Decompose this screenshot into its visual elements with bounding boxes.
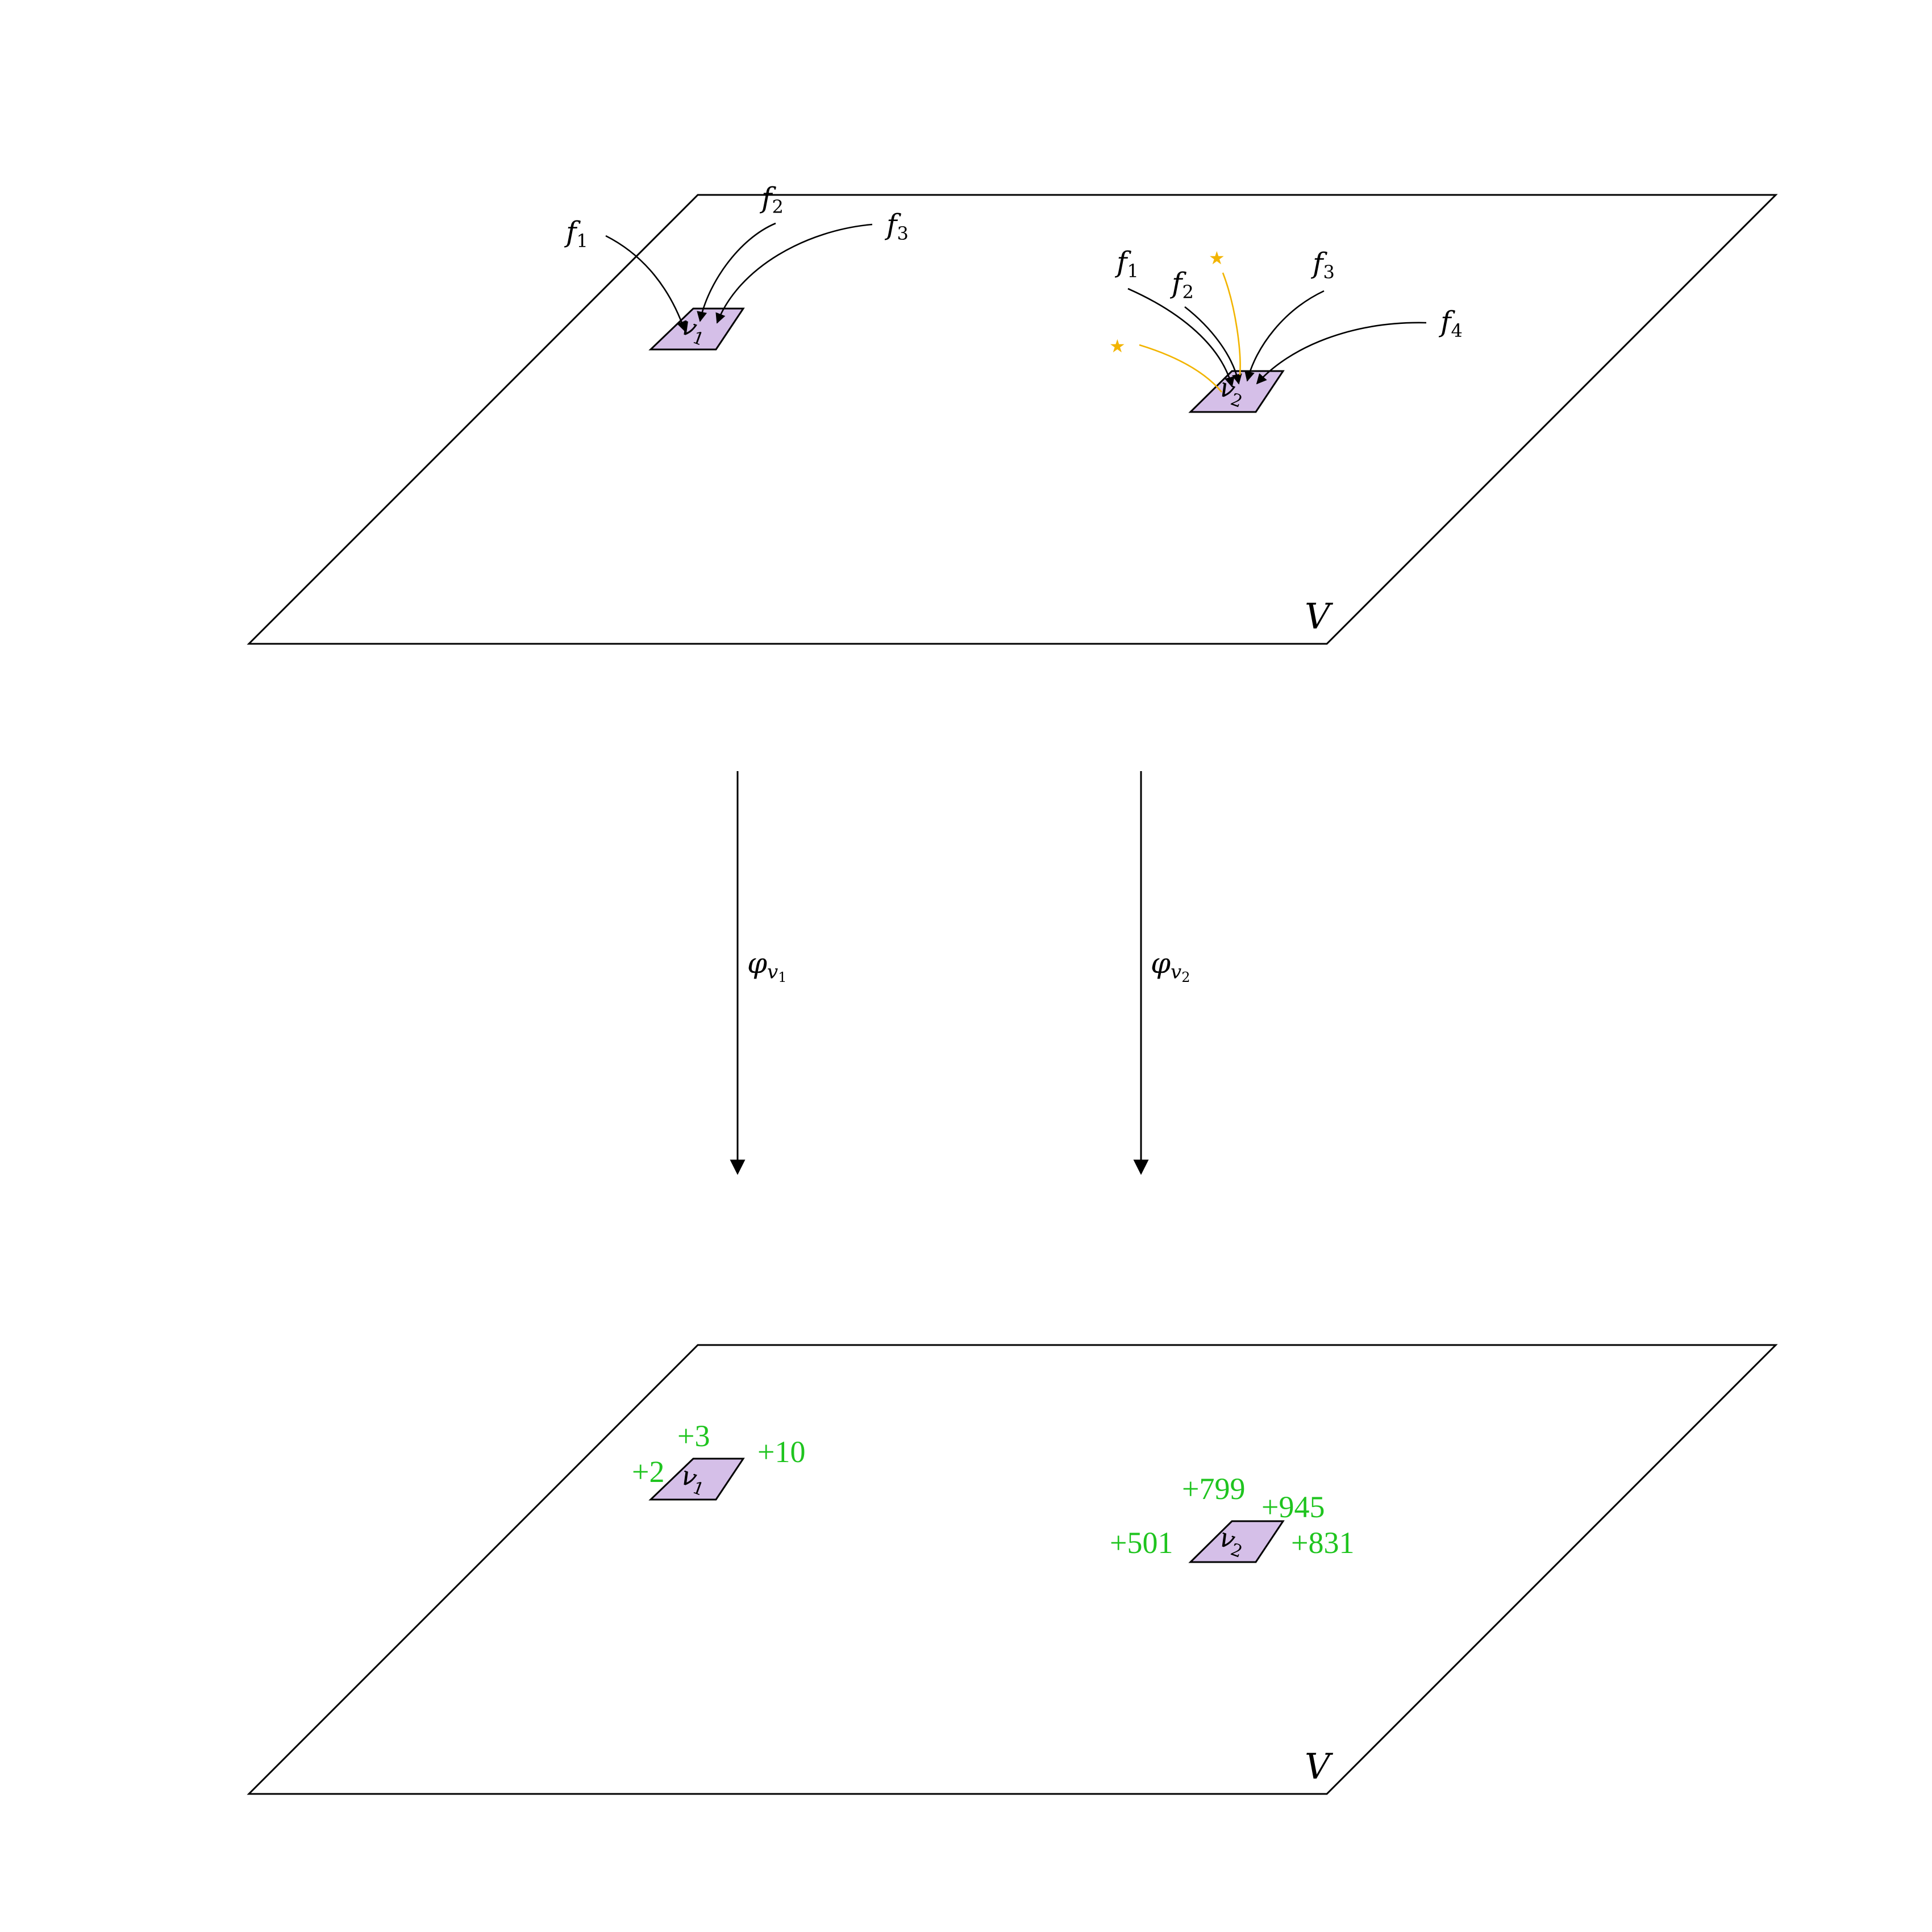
star-icon-left: ★ xyxy=(1109,335,1126,357)
arrow-f2-to-v2 xyxy=(1184,306,1242,385)
bottom-node-v2-shape xyxy=(1188,1520,1285,1563)
top-node-v1: v1 xyxy=(648,307,745,351)
bottom-v2-number-top-left: +799 xyxy=(1182,1472,1245,1506)
top-v2-f4-label: f4 xyxy=(1438,305,1463,342)
bottom-v2-number-right: +831 xyxy=(1291,1526,1354,1560)
top-plane: V xyxy=(247,194,1778,645)
arrow-f3-to-v1 xyxy=(715,223,873,324)
map-right-label: φv2 xyxy=(1151,947,1190,985)
arrow-f1-to-v2 xyxy=(1127,288,1235,388)
bottom-plane: V xyxy=(247,1344,1778,1795)
bottom-v1-number-top: +3 xyxy=(677,1419,710,1453)
bottom-plane-label: V xyxy=(1305,1746,1334,1787)
gold-arrow-top-to-v2 xyxy=(1222,272,1241,376)
arrow-f2-to-v1 xyxy=(697,222,776,322)
top-plane-outline xyxy=(247,194,1778,645)
top-v1-f3-label: f3 xyxy=(884,208,909,244)
top-v2-arrows: ★ ★ f1 f2 f3 f4 xyxy=(1109,245,1463,393)
gold-arrow-left-to-v2 xyxy=(1139,344,1222,393)
top-v2-f1-label: f1 xyxy=(1114,245,1139,282)
arrow-f1-to-v1 xyxy=(605,235,687,332)
map-left-label: φv1 xyxy=(747,947,787,985)
bottom-node-v1: v1 +3 +10 +2 xyxy=(632,1419,805,1501)
arrow-f3-to-v2 xyxy=(1244,290,1325,382)
top-v2-f2-label: f2 xyxy=(1169,267,1194,303)
top-v1-f2-label: f2 xyxy=(759,181,784,218)
bottom-v1-number-left: +2 xyxy=(632,1455,664,1489)
map-arrows: φv1 φv2 xyxy=(730,771,1190,1175)
star-icon-top: ★ xyxy=(1209,247,1225,269)
top-plane-label: V xyxy=(1305,596,1334,637)
bottom-v2-number-top-right: +945 xyxy=(1261,1490,1325,1524)
top-v1-f1-label: f1 xyxy=(564,215,588,252)
arrow-f4-to-v2 xyxy=(1256,322,1427,385)
bottom-node-v2: v2 +799 +945 +501 +831 xyxy=(1110,1472,1354,1563)
bottom-v1-number-right: +10 xyxy=(757,1435,805,1469)
bottom-node-v1-shape xyxy=(648,1458,745,1501)
bottom-v2-number-left: +501 xyxy=(1110,1526,1173,1560)
top-v2-f3-label: f3 xyxy=(1310,247,1335,283)
bottom-plane-outline xyxy=(247,1344,1778,1795)
